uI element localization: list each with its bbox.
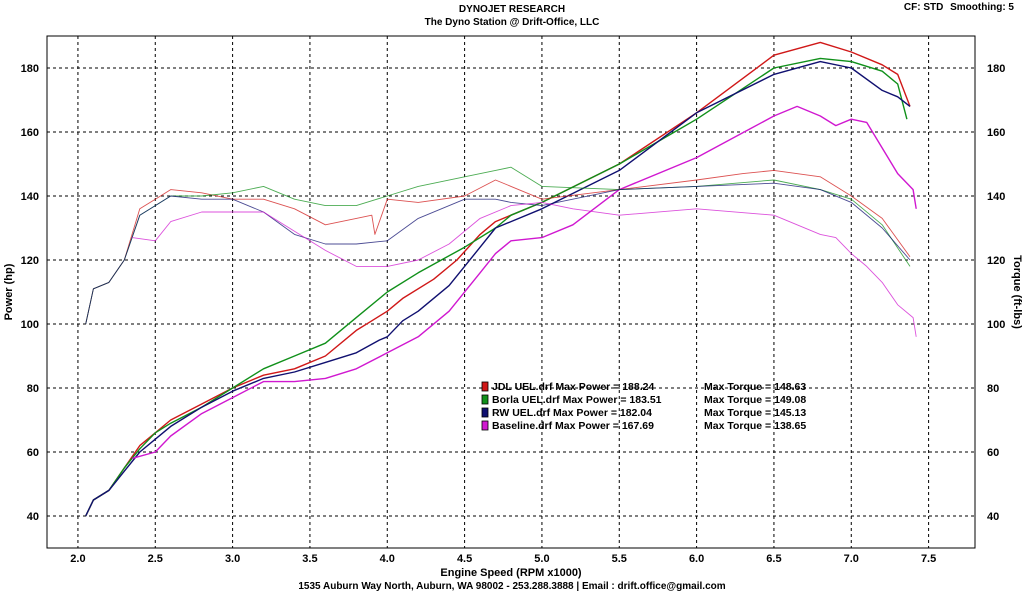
x-tick-label: 5.5 bbox=[612, 553, 627, 565]
y2-tick-label: 140 bbox=[987, 191, 1005, 203]
legend-entry-borla: Borla UEL.drf Max Power = 183.51 bbox=[492, 394, 662, 406]
y-tick-label: 60 bbox=[27, 447, 39, 459]
y2-tick-label: 40 bbox=[987, 511, 999, 523]
y2-tick-label: 180 bbox=[987, 63, 1005, 75]
y-tick-label: 100 bbox=[21, 319, 39, 331]
legend-torque-jdl: Max Torque = 148.63 bbox=[704, 381, 806, 393]
cf-label: CF: STD bbox=[903, 2, 944, 13]
x-tick-label: 5.0 bbox=[534, 553, 549, 565]
chart-subtitle: The Dyno Station @ Drift-Office, LLC bbox=[424, 17, 600, 28]
y2-tick-label: 120 bbox=[987, 255, 1005, 267]
dyno-settings: CF: STD Smoothing: 5 bbox=[900, 2, 1014, 13]
legend-swatch-rw bbox=[481, 407, 489, 418]
x-tick-label: 7.5 bbox=[921, 553, 936, 565]
rw-torque-line: RW UEL Torque bbox=[85, 182, 911, 325]
legend-torque-borla: Max Torque = 149.08 bbox=[704, 394, 806, 406]
y-tick-label: 40 bbox=[27, 511, 39, 523]
y2-tick-label: 80 bbox=[987, 383, 999, 395]
x-tick-label: 7.0 bbox=[844, 553, 859, 565]
series-lines: JDL UEL PowerBorla UEL PowerRW UEL Power… bbox=[85, 41, 917, 517]
y-tick-label: 140 bbox=[21, 191, 39, 203]
x-tick-label: 6.5 bbox=[766, 553, 781, 565]
baseline-power-line: Baseline Power bbox=[131, 105, 917, 460]
borla-power-line: Borla UEL Power bbox=[85, 57, 908, 517]
smoothing-label: Smoothing: 5 bbox=[950, 2, 1014, 13]
baseline-torque-line: Baseline Torque bbox=[132, 201, 917, 337]
y-tick-label: 180 bbox=[21, 63, 39, 75]
y2-tick-label: 100 bbox=[987, 319, 1005, 331]
y-tick-label: 80 bbox=[27, 383, 39, 395]
x-axis-ticks: 2.0 2.5 3.0 3.5 4.0 4.5 5.0 5.5 6.0 6.5 7.0 7.5 bbox=[70, 553, 936, 565]
y-axis-ticks: 40 40 60 60 80 80 100 100 120 120 140 140 160 160 180 1… bbox=[21, 63, 1006, 523]
y-tick-label: 160 bbox=[21, 127, 39, 139]
y2-tick-label: 160 bbox=[987, 127, 1005, 139]
x-axis-label: Engine Speed (RPM x1000) bbox=[440, 567, 582, 579]
legend-swatch-baseline bbox=[481, 420, 489, 431]
x-tick-label: 4.5 bbox=[457, 553, 472, 565]
legend-swatch-borla bbox=[481, 394, 489, 405]
legend-torque-rw: Max Torque = 145.13 bbox=[704, 407, 806, 419]
legend-swatch-jdl bbox=[481, 381, 489, 392]
chart-title: DYNOJET RESEARCH bbox=[458, 4, 566, 15]
y2-tick-label: 60 bbox=[987, 447, 999, 459]
y2-axis-label: Torque (ft-lbs) bbox=[1011, 255, 1023, 329]
grid-lines bbox=[47, 36, 975, 548]
x-tick-label: 2.5 bbox=[148, 553, 163, 565]
legend-entry-rw: RW UEL.drf Max Power = 182.04 bbox=[492, 407, 652, 419]
plot-area bbox=[46, 35, 976, 549]
x-tick-label: 6.0 bbox=[689, 553, 704, 565]
legend-torque-baseline: Max Torque = 138.65 bbox=[704, 420, 806, 432]
legend-entry-baseline: Baseline.drf Max Power = 167.69 bbox=[492, 420, 654, 432]
footer-contact: 1535 Auburn Way North, Auburn, WA 98002 … bbox=[298, 581, 726, 592]
y-tick-label: 120 bbox=[21, 255, 39, 267]
x-tick-label: 4.0 bbox=[380, 553, 395, 565]
legend: JDL UEL.drf Max Power = 188.24 Max Torque… bbox=[481, 381, 806, 432]
x-tick-label: 3.5 bbox=[302, 553, 317, 565]
jdl-torque-line: JDL UEL Torque bbox=[85, 169, 911, 325]
y-axis-label: Power (hp) bbox=[3, 263, 15, 320]
rw-power-line: RW UEL Power bbox=[85, 60, 911, 517]
x-tick-label: 3.0 bbox=[225, 553, 240, 565]
x-tick-label: 2.0 bbox=[70, 553, 85, 565]
legend-entry-jdl: JDL UEL.drf Max Power = 188.24 bbox=[492, 381, 654, 393]
